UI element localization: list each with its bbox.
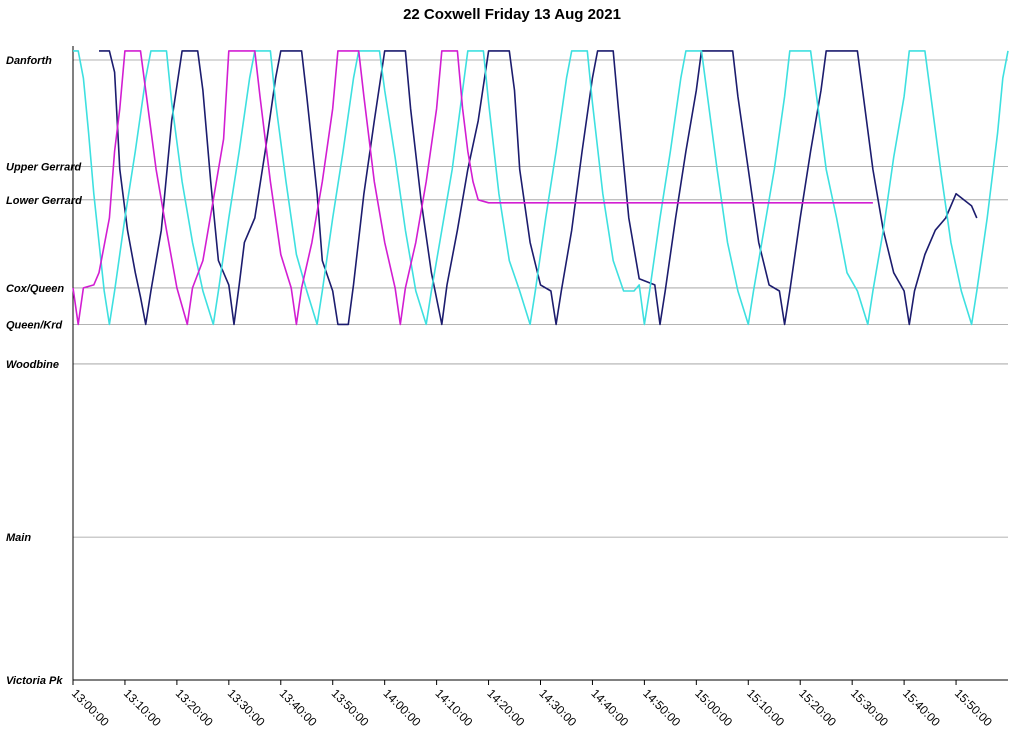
x-tick-labels: 13:00:00 13:10:00 13:20:00 13:30:00 13:40:00… bbox=[69, 686, 995, 729]
x-tick-label-12: 15:00:00 bbox=[692, 686, 735, 729]
stop-label-main: Main bbox=[6, 532, 31, 544]
series-line-2 bbox=[72, 50, 873, 326]
x-tick-label-2: 13:20:00 bbox=[173, 686, 216, 729]
x-tick-marks bbox=[72, 680, 957, 685]
x-tick-label-15: 15:30:00 bbox=[848, 686, 891, 729]
x-tick-label-11: 14:50:00 bbox=[640, 686, 683, 729]
stop-label-cox-queen: Cox/Queen bbox=[6, 283, 64, 295]
x-tick-label-9: 14:30:00 bbox=[536, 686, 579, 729]
series-line-1 bbox=[73, 50, 1009, 326]
x-tick-label-14: 15:20:00 bbox=[796, 686, 839, 729]
x-tick-label-5: 13:50:00 bbox=[329, 686, 372, 729]
x-tick-label-3: 13:30:00 bbox=[225, 686, 268, 729]
stop-labels: Danforth Upper Gerrard Lower Gerrard Cox/Qu… bbox=[6, 55, 82, 687]
stop-label-danforth: Danforth bbox=[6, 55, 52, 67]
stop-label-victoria-pk: Victoria Pk bbox=[6, 675, 63, 687]
x-tick-label-16: 15:40:00 bbox=[900, 686, 943, 729]
x-tick-label-1: 13:10:00 bbox=[121, 686, 164, 729]
stop-label-upper-gerrard: Upper Gerrard bbox=[6, 161, 81, 173]
x-tick-label-6: 14:00:00 bbox=[381, 686, 424, 729]
stop-label-lower-gerrard: Lower Gerrard bbox=[6, 195, 82, 207]
series-line-0 bbox=[99, 50, 978, 326]
x-tick-label-4: 13:40:00 bbox=[277, 686, 320, 729]
x-tick-label-8: 14:20:00 bbox=[484, 686, 527, 729]
x-tick-label-10: 14:40:00 bbox=[588, 686, 631, 729]
series-layer bbox=[72, 50, 1009, 326]
stop-label-woodbine: Woodbine bbox=[6, 359, 59, 371]
x-tick-label-13: 15:10:00 bbox=[744, 686, 787, 729]
stop-label-queen-krd: Queen/Krd bbox=[6, 319, 63, 331]
x-tick-label-0: 13:00:00 bbox=[69, 686, 112, 729]
x-tick-label-7: 14:10:00 bbox=[432, 686, 475, 729]
chart-title: 22 Coxwell Friday 13 Aug 2021 bbox=[403, 6, 621, 23]
x-tick-label-17: 15:50:00 bbox=[952, 686, 995, 729]
